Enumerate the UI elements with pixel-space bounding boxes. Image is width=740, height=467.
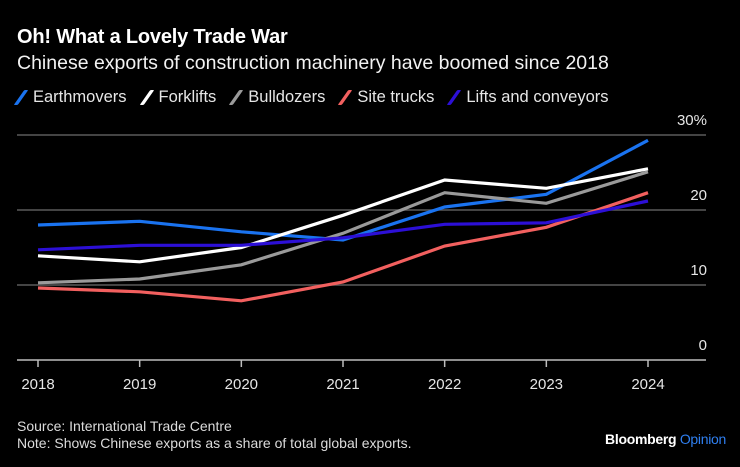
legend: Earthmovers Forklifts Bulldozers Site truck… <box>13 88 621 107</box>
x-tick-label: 2019 <box>123 376 156 393</box>
brand-main: Bloomberg <box>605 431 677 447</box>
legend-label: Lifts and conveyors <box>466 88 609 106</box>
footnote: Note: Shows Chinese exports as a share o… <box>17 435 412 451</box>
x-tick-label: 2023 <box>530 376 563 393</box>
legend-item: Bulldozers <box>228 88 325 107</box>
legend-item: Earthmovers <box>13 88 127 107</box>
legend-label: Site trucks <box>357 88 435 106</box>
chart-title: Oh! What a Lovely Trade War <box>17 26 288 48</box>
x-tick-label: 2021 <box>326 376 359 393</box>
series-line-earthmovers <box>37 138 649 242</box>
bloomberg-opinion-logo: Bloomberg Opinion <box>605 431 726 447</box>
legend-label: Forklifts <box>158 88 217 106</box>
brand-accent: Opinion <box>679 431 726 447</box>
legend-item: Lifts and conveyors <box>446 88 609 107</box>
legend-label: Bulldozers <box>248 88 326 106</box>
y-tick-label: 0 <box>699 337 707 354</box>
series-line-bulldozers <box>37 170 649 285</box>
source-note: Source: International Trade Centre <box>17 418 232 434</box>
series-line-lifts-and-conveyors <box>37 199 649 252</box>
chart-subtitle: Chinese exports of construction machiner… <box>17 52 609 74</box>
y-tick-label: 10 <box>690 262 707 279</box>
x-tick-label: 2018 <box>21 376 54 393</box>
legend-item: Site trucks <box>337 88 434 107</box>
x-tick-label: 2022 <box>428 376 461 393</box>
series-line-site-trucks <box>37 191 649 303</box>
legend-item: Forklifts <box>139 88 217 107</box>
series-line-forklifts <box>37 167 649 264</box>
y-tick-label: 30% <box>677 112 707 129</box>
x-tick-label: 2020 <box>225 376 258 393</box>
y-tick-label: 20 <box>690 187 707 204</box>
legend-label: Earthmovers <box>33 88 127 106</box>
x-tick-label: 2024 <box>631 376 664 393</box>
